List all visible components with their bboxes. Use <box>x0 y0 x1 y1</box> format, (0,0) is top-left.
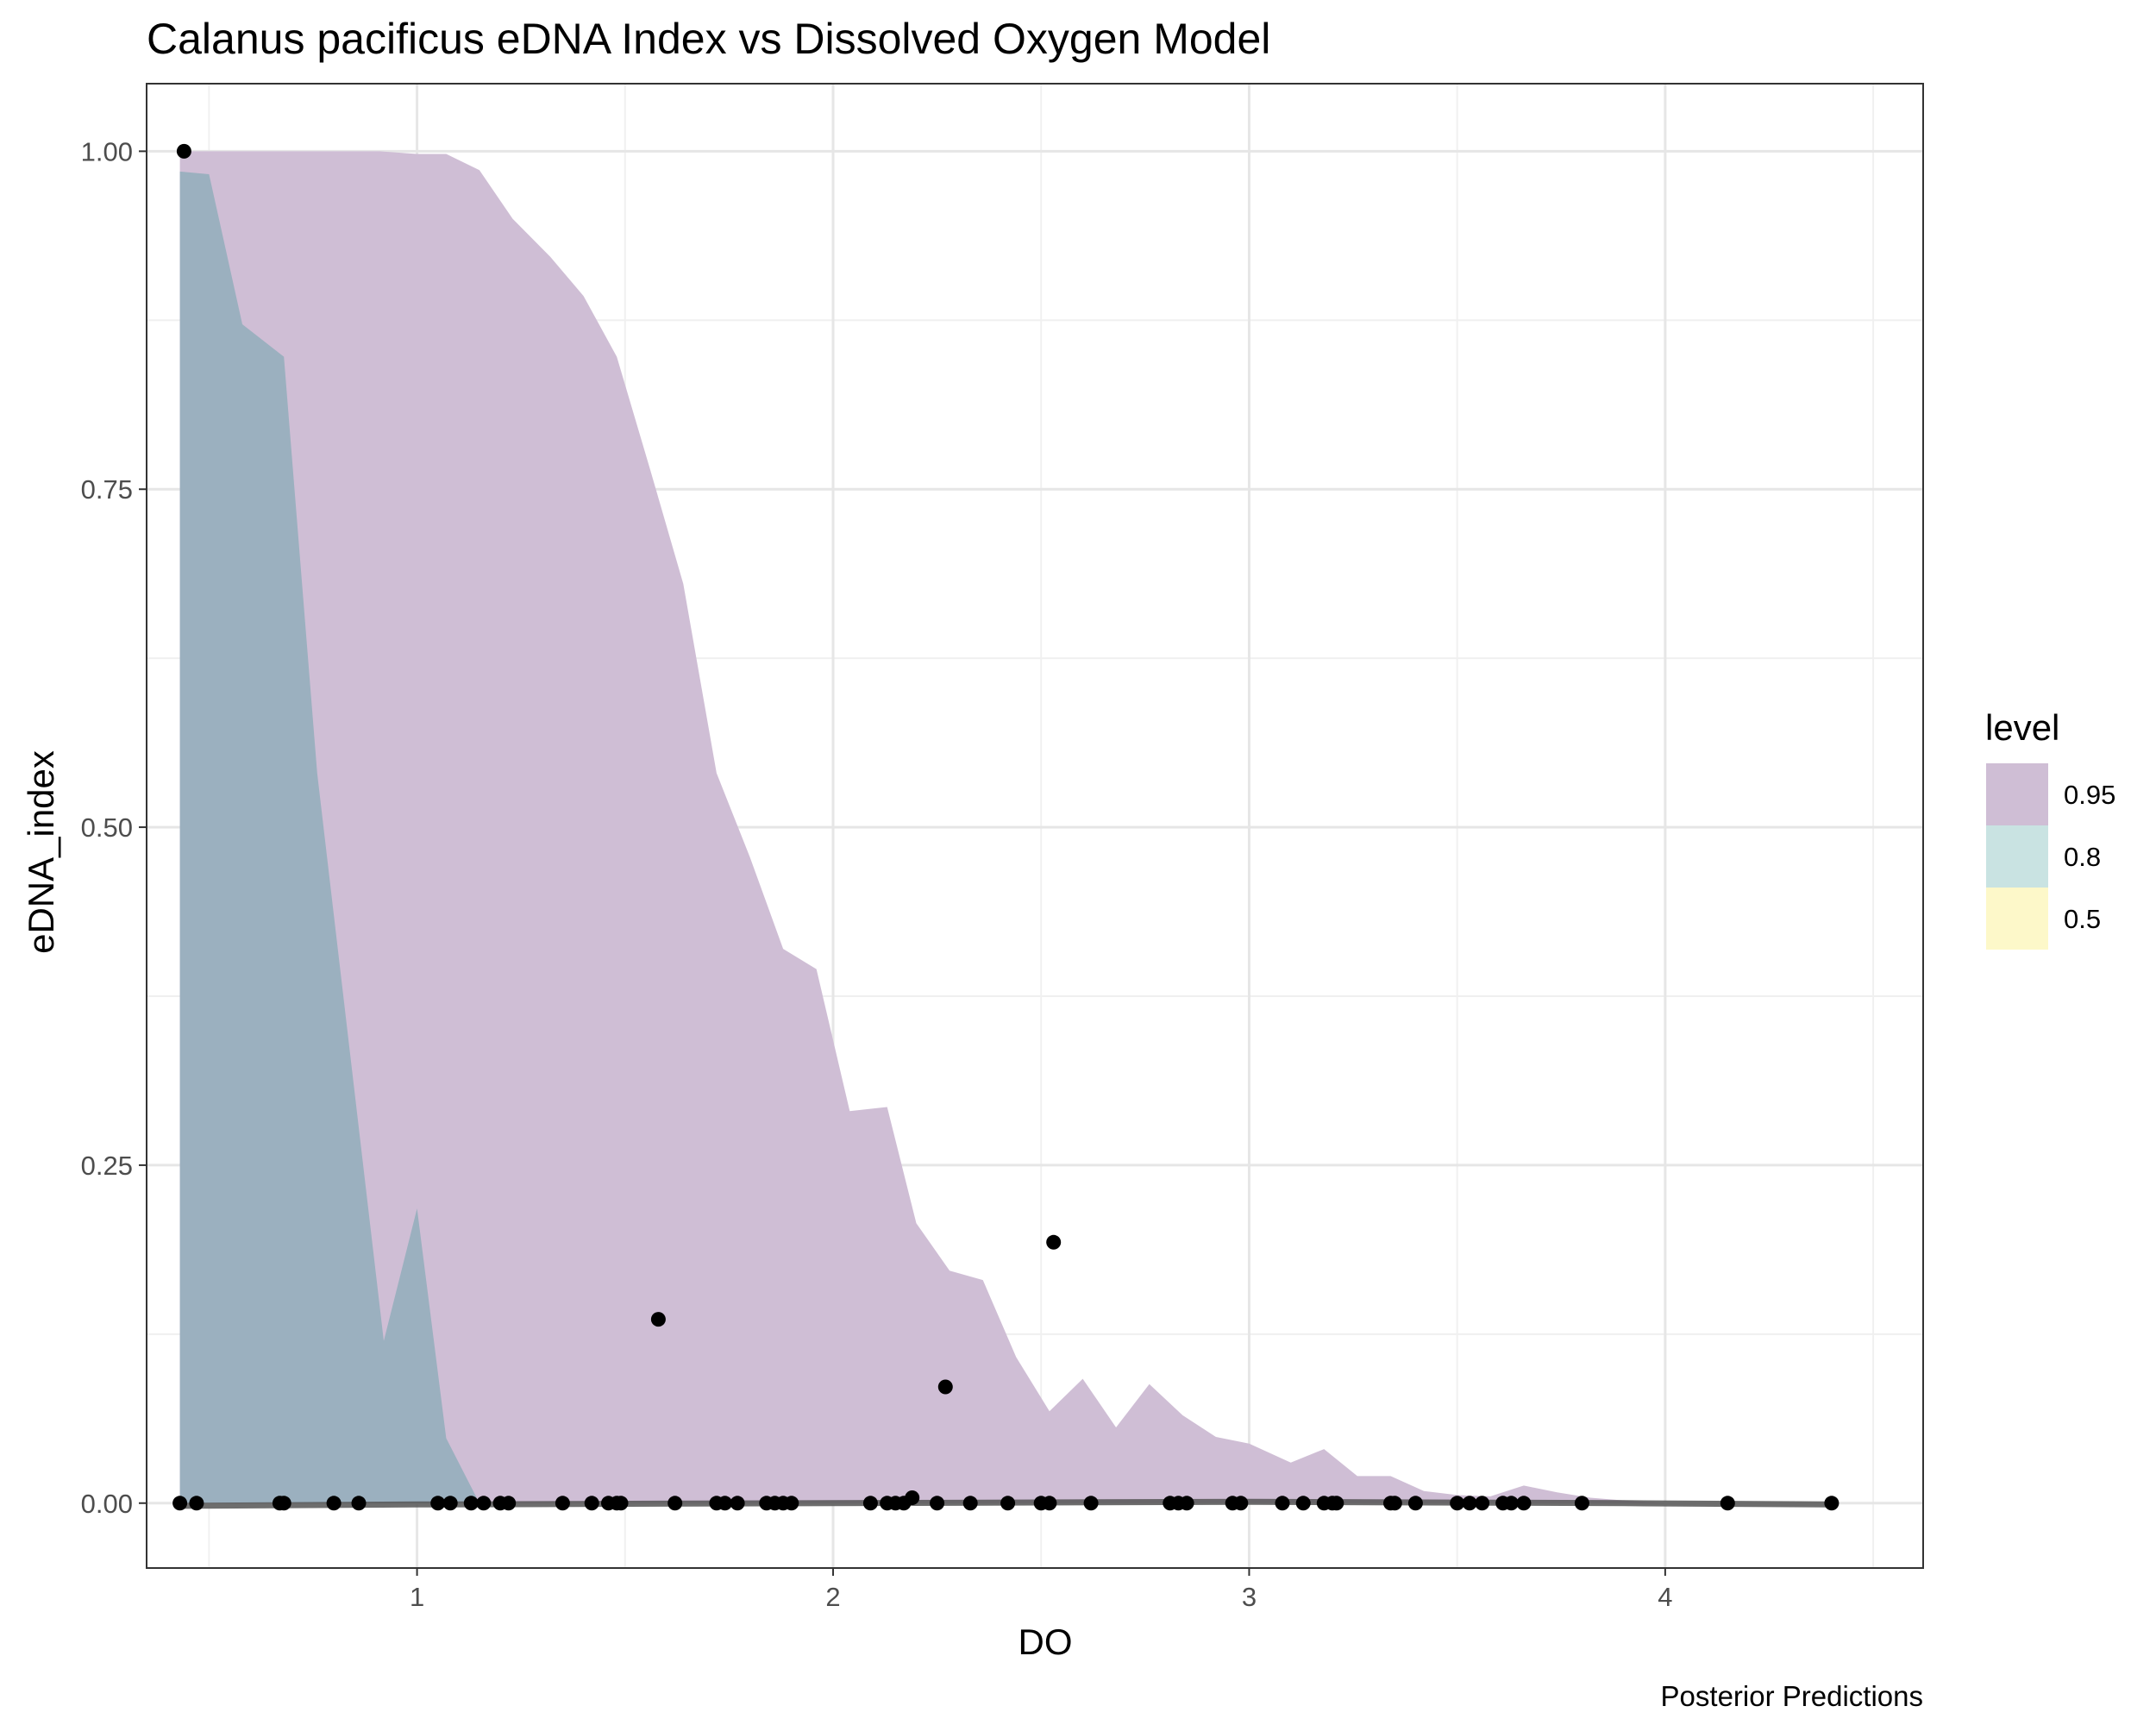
data-point <box>555 1496 570 1511</box>
data-point <box>718 1496 733 1511</box>
data-point <box>501 1496 517 1511</box>
data-point <box>667 1496 683 1511</box>
data-point <box>176 143 191 159</box>
data-point <box>276 1496 291 1511</box>
band-level-0-8 <box>179 171 479 1503</box>
data-point <box>1574 1496 1589 1511</box>
data-point <box>1042 1496 1057 1511</box>
data-point <box>962 1496 978 1511</box>
y-axis-ticks: 0.00 0.25 0.50 0.75 1.00 <box>81 136 147 1519</box>
y-tick-label: 1.00 <box>81 136 133 166</box>
band-level-0-95 <box>179 151 1832 1503</box>
data-point <box>1503 1496 1519 1511</box>
data-point <box>1516 1496 1532 1511</box>
legend: level 0.95 0.8 0.5 <box>1985 707 2115 950</box>
y-tick-label: 0.75 <box>81 474 133 505</box>
data-point <box>1462 1496 1477 1511</box>
legend-title: level <box>1985 707 2059 748</box>
y-tick-label: 0.50 <box>81 812 133 843</box>
data-point <box>930 1496 945 1511</box>
credible-bands <box>179 151 1832 1503</box>
data-point <box>1295 1496 1311 1511</box>
data-point <box>476 1496 492 1511</box>
data-point <box>905 1490 920 1505</box>
data-point <box>326 1496 342 1511</box>
data-point <box>351 1496 367 1511</box>
legend-key-0-5 <box>1986 888 2048 950</box>
data-point <box>172 1496 188 1511</box>
data-point <box>1179 1496 1194 1511</box>
data-point <box>862 1496 878 1511</box>
data-point <box>730 1496 745 1511</box>
data-point <box>1083 1496 1099 1511</box>
data-point <box>189 1496 204 1511</box>
panel-border <box>146 83 1924 1569</box>
x-axis-ticks: 1 2 3 4 <box>410 1568 1673 1612</box>
legend-label: 0.95 <box>2064 780 2115 810</box>
data-point <box>584 1496 599 1511</box>
legend-key-0-95 <box>1986 763 2048 825</box>
data-point <box>1046 1234 1062 1250</box>
data-point <box>1233 1496 1249 1511</box>
y-tick-label: 0.00 <box>81 1489 133 1519</box>
y-axis-title: eDNA_index <box>21 750 61 954</box>
data-point <box>463 1496 479 1511</box>
data-point <box>650 1312 666 1327</box>
data-point <box>1407 1496 1423 1511</box>
data-point <box>1329 1496 1344 1511</box>
y-tick-label: 0.25 <box>81 1151 133 1181</box>
data-point <box>937 1379 953 1395</box>
legend-label: 0.8 <box>2064 842 2101 872</box>
x-tick-label: 3 <box>1242 1582 1257 1612</box>
chart-caption: Posterior Predictions <box>1661 1680 1923 1712</box>
data-point <box>613 1496 629 1511</box>
data-point <box>1450 1496 1465 1511</box>
data-point <box>1275 1496 1290 1511</box>
data-point <box>1000 1496 1016 1511</box>
x-tick-label: 4 <box>1658 1582 1672 1612</box>
x-tick-label: 2 <box>825 1582 840 1612</box>
data-point <box>430 1496 446 1511</box>
data-point <box>442 1496 458 1511</box>
data-point <box>1387 1496 1402 1511</box>
data-point <box>784 1496 799 1511</box>
legend-key-0-8 <box>1986 825 2048 888</box>
data-point <box>1720 1496 1735 1511</box>
data-point <box>1475 1496 1490 1511</box>
legend-label: 0.5 <box>2064 904 2101 934</box>
x-tick-label: 1 <box>410 1582 424 1612</box>
data-point <box>1824 1496 1839 1511</box>
chart-title: Calanus pacificus eDNA Index vs Dissolve… <box>147 15 1270 63</box>
observed-points <box>172 143 1839 1511</box>
x-axis-title: DO <box>1018 1622 1073 1662</box>
